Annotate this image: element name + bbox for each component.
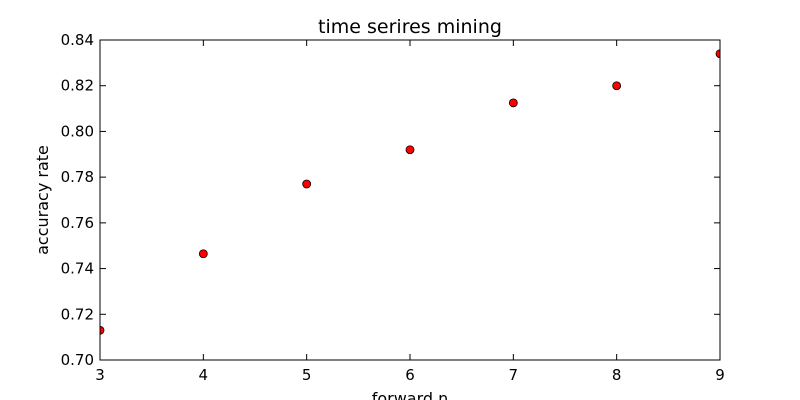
y-tick-label: 0.72 <box>61 305 94 323</box>
data-point <box>715 49 720 59</box>
y-tick-label: 0.74 <box>61 260 94 278</box>
y-tick-label: 0.78 <box>61 168 94 186</box>
y-tick-label: 0.76 <box>61 214 94 232</box>
x-tick-label: 7 <box>509 366 519 384</box>
y-tick-label: 0.70 <box>61 351 94 369</box>
x-tick-label: 8 <box>612 366 622 384</box>
data-point <box>405 145 415 155</box>
y-axis-label: accuracy rate <box>33 145 52 255</box>
data-point <box>508 98 518 108</box>
data-points-group <box>100 49 720 335</box>
data-point <box>100 325 105 335</box>
y-tick-label: 0.80 <box>61 122 94 140</box>
x-tick-label: 3 <box>95 366 105 384</box>
chart-title: time serires mining <box>318 16 502 38</box>
data-point <box>198 249 208 259</box>
axis-ticks-group: 3 4 5 6 7 8 9 0.70 0.72 0.74 0.76 0.78 0.80 0.82 0.84 <box>61 31 725 384</box>
data-point <box>302 179 312 189</box>
y-tick-label: 0.84 <box>61 31 94 49</box>
x-axis-label: forward n <box>372 389 449 400</box>
data-point <box>612 81 622 91</box>
x-tick-label: 5 <box>302 366 312 384</box>
y-tick-label: 0.82 <box>61 77 94 95</box>
x-tick-label: 6 <box>405 366 415 384</box>
x-tick-label: 4 <box>199 366 209 384</box>
plot-area-frame <box>99 39 721 361</box>
x-tick-label: 9 <box>715 366 725 384</box>
